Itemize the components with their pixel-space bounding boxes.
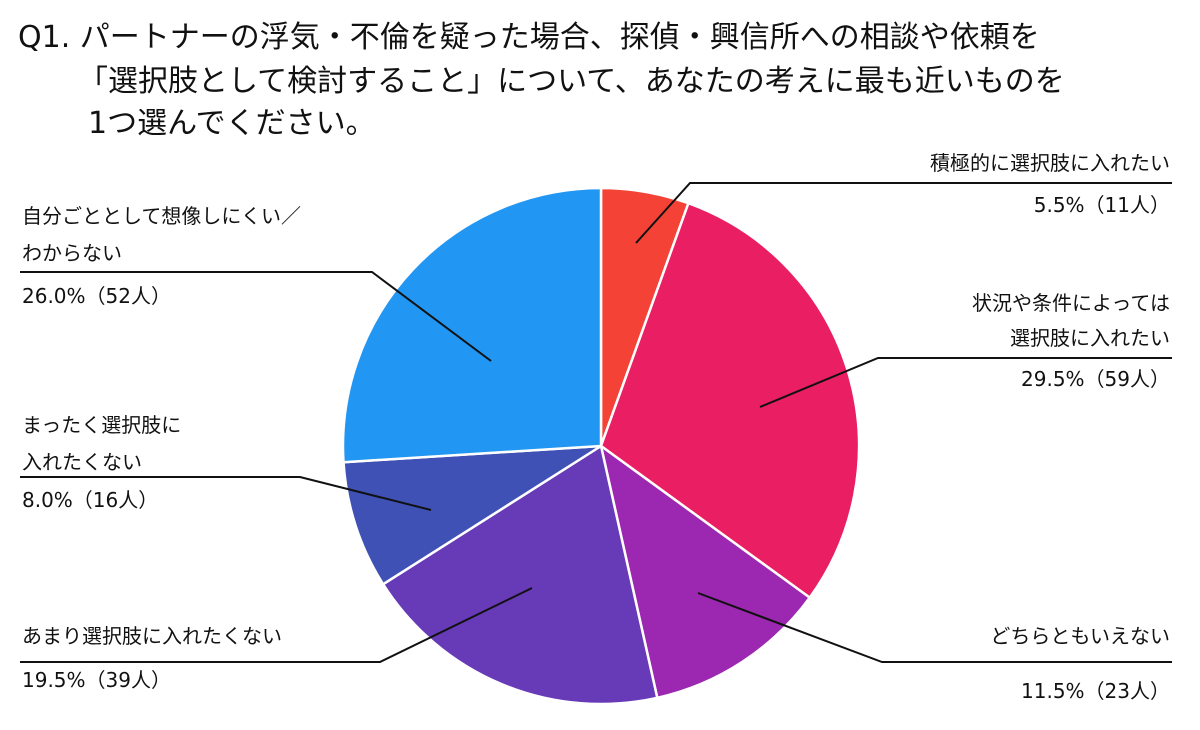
leader-line	[697, 592, 1172, 663]
slice-label: 積極的に選択肢に入れたい	[930, 151, 1170, 175]
slice-label: まったく選択肢に	[22, 413, 181, 437]
leader-line	[635, 182, 1172, 244]
pie-slices	[341, 186, 861, 706]
slice-label: 自分ごととして想像しにくい／	[22, 204, 301, 228]
pie-slice	[599, 444, 811, 700]
slice-label: あまり選択肢に入れたくない	[22, 624, 282, 648]
pie-slice	[381, 444, 659, 706]
chart-title-line: Q1. パートナーの浮気・不倫を疑った場合、探偵・興信所への相談や依頼を	[18, 20, 1040, 55]
pie-slice	[341, 186, 603, 464]
chart-title: Q1. パートナーの浮気・不倫を疑った場合、探偵・興信所への相談や依頼を「選択肢…	[18, 20, 1065, 141]
pie-slice	[342, 444, 603, 586]
chart-title-line: 「選択肢として検討すること」について、あなたの考えに最も近いものを	[78, 64, 1065, 99]
slice-label: 状況や条件によっては	[972, 291, 1170, 315]
leader-lines	[20, 182, 1172, 663]
slice-label: 選択肢に入れたい	[1010, 326, 1170, 350]
slice-value-label: 8.0%（16人）	[22, 488, 158, 512]
slice-label: 入れたくない	[22, 450, 142, 474]
leader-line	[20, 476, 432, 511]
slice-value-label: 5.5%（11人）	[1034, 193, 1170, 217]
chart-title-line: 1つ選んでください。	[88, 106, 376, 141]
slice-value-label: 26.0%（52人）	[22, 284, 171, 308]
leader-line	[759, 357, 1172, 408]
leader-line	[20, 271, 492, 362]
leader-line	[20, 587, 533, 663]
slice-value-label: 19.5%（39人）	[22, 668, 171, 692]
slice-label: わからない	[22, 241, 122, 265]
slice-value-label: 29.5%（59人）	[1021, 367, 1170, 391]
slice-value-label: 11.5%（23人）	[1021, 679, 1170, 703]
slice-label: どちらともいえない	[990, 624, 1170, 648]
